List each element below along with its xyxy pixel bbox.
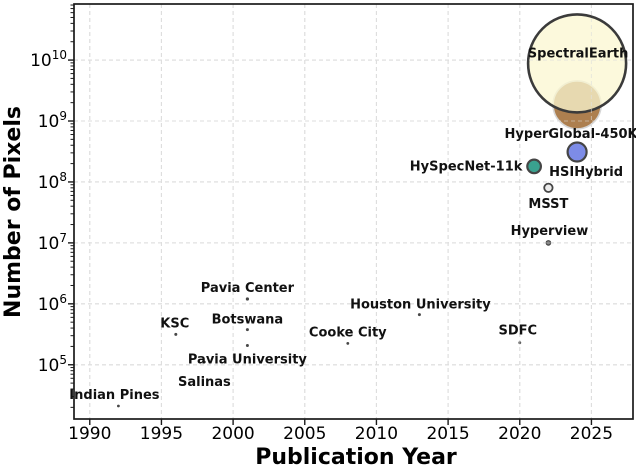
label-ksc: KSC <box>160 316 189 331</box>
data-points <box>117 13 628 408</box>
point-hyspecnet-11k <box>526 158 542 175</box>
tick-labels: 1990 1995 2000 2005 2010 2015 2020 2025 105 106 10… <box>30 48 613 444</box>
point-cooke-city <box>346 342 350 345</box>
plot-frame <box>73 3 634 420</box>
x-tick-label: 1995 <box>140 424 183 444</box>
point-spectralearth <box>526 13 628 114</box>
point-salinas <box>203 360 206 364</box>
y-tick-label: 109 <box>38 109 67 132</box>
x-tick-label: 2015 <box>426 424 469 444</box>
label-cooke-city: Cooke City <box>309 325 387 340</box>
label-indian-pines: Indian Pines <box>69 388 159 403</box>
y-tick-label: 107 <box>38 231 67 254</box>
gridlines-overlay <box>74 4 633 419</box>
x-tick-label: 2000 <box>211 424 254 444</box>
y-tick-label: 1010 <box>30 48 67 71</box>
point-ksc <box>174 332 178 336</box>
x-tick-label: 2025 <box>570 424 613 444</box>
point-botswana <box>245 328 249 332</box>
axis-ticks <box>68 4 593 425</box>
label-botswana: Botswana <box>212 313 284 328</box>
point-labels: Indian Pines KSC Salinas Pavia University Bo… <box>69 46 636 403</box>
point-indian-pines <box>117 404 120 408</box>
y-tick-label: 106 <box>38 292 67 315</box>
point-msst <box>543 182 554 193</box>
label-pavia-university: Pavia University <box>188 353 308 368</box>
y-axis-title: Number of Pixels <box>1 106 26 318</box>
x-tick-label: 2005 <box>283 424 326 444</box>
label-hyperglobal-450k: HyperGlobal-450K <box>505 127 636 142</box>
label-msst: MSST <box>528 197 568 212</box>
point-pavia-university <box>245 344 249 347</box>
label-salinas: Salinas <box>178 375 231 390</box>
x-tick-label: 2020 <box>498 424 541 444</box>
point-pavia-center <box>245 297 249 301</box>
point-hsihybrid <box>566 141 588 163</box>
x-axis-title: Publication Year <box>255 445 457 470</box>
label-hyperview: Hyperview <box>511 224 589 239</box>
y-tick-label: 105 <box>38 353 67 376</box>
x-tick-label: 2010 <box>355 424 398 444</box>
label-houston-university: Houston University <box>350 298 491 313</box>
label-sdfc: SDFC <box>499 324 538 339</box>
label-hsihybrid: HSIHybrid <box>549 165 623 180</box>
y-tick-label: 108 <box>38 170 67 193</box>
label-hyspecnet-11k: HySpecNet-11k <box>410 159 523 174</box>
x-tick-label: 1990 <box>68 424 111 444</box>
label-spectralearth: SpectralEarth <box>528 46 629 61</box>
point-houston-university <box>417 313 421 317</box>
label-pavia-center: Pavia Center <box>201 281 295 296</box>
